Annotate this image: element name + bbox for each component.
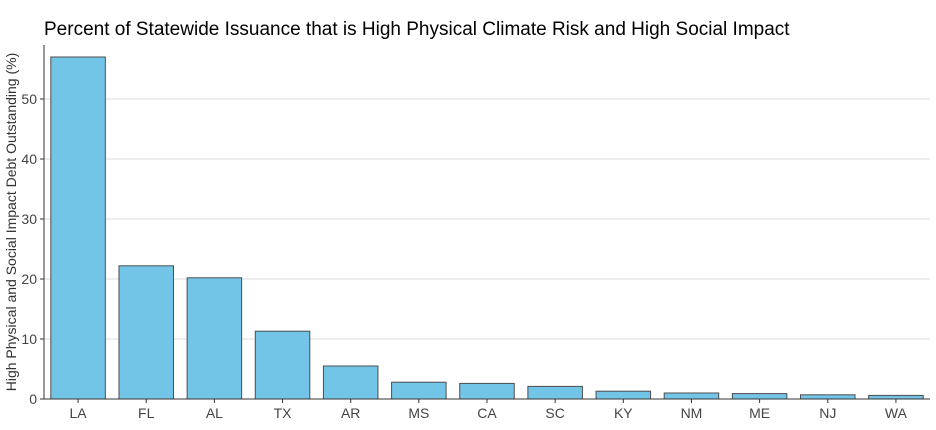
bar-sc (527, 385, 583, 400)
x-tick-label-ca: CA (477, 405, 497, 421)
x-tick-label-ms: MS (408, 405, 429, 421)
bar-tx (254, 330, 311, 400)
bar-nm (663, 392, 720, 400)
x-axis-ticks: LA FL AL TX AR MS CA SC KY NM ME NJ WA (70, 399, 908, 421)
x-tick-label-nm: NM (681, 405, 703, 421)
y-tick-label-0: 0 (29, 391, 37, 407)
y-tick-label-10: 10 (21, 331, 37, 347)
x-tick-label-al: AL (206, 405, 223, 421)
y-axis-ticks: 0 10 20 30 40 50 (21, 91, 44, 407)
x-tick-label-fl: FL (138, 405, 155, 421)
x-tick-label-ar: AR (341, 405, 360, 421)
gridlines (44, 98, 930, 340)
x-tick-label-sc: SC (545, 405, 564, 421)
y-tick-label-20: 20 (21, 271, 37, 287)
x-tick-label-wa: WA (885, 405, 908, 421)
x-tick-label-nj: NJ (819, 405, 836, 421)
y-tick-label-30: 30 (21, 211, 37, 227)
y-tick-label-50: 50 (21, 91, 37, 107)
bar-al (186, 277, 243, 400)
bar-wa (868, 394, 924, 400)
x-tick-label-ky: KY (614, 405, 633, 421)
bars (50, 56, 924, 400)
bar-me (731, 393, 788, 400)
x-tick-label-tx: TX (274, 405, 293, 421)
bar-la (50, 56, 106, 400)
x-tick-label-me: ME (749, 405, 770, 421)
bar-ar (322, 365, 379, 400)
x-tick-label-la: LA (70, 405, 88, 421)
bar-nj (800, 394, 856, 400)
bar-ca (459, 382, 515, 400)
bar-ms (391, 381, 447, 400)
bar-ky (595, 390, 652, 400)
bar-fl (118, 265, 174, 400)
y-axis-label: High Physical and Social Impact Debt Out… (3, 53, 19, 392)
y-tick-label-40: 40 (21, 151, 37, 167)
chart-title: Percent of Statewide Issuance that is Hi… (44, 19, 790, 40)
